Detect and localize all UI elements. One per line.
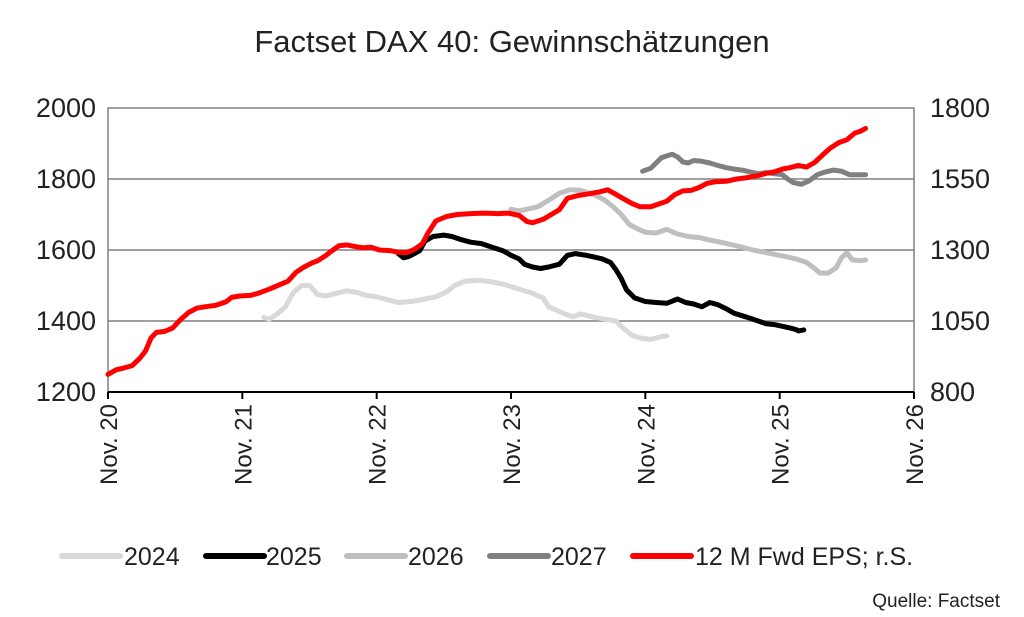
series-line-0 <box>261 277 670 342</box>
series-line-2 <box>508 187 869 276</box>
x-tick-label: Nov. 21 <box>230 404 257 485</box>
y-right-tick-label: 1300 <box>930 235 990 265</box>
y-left-tick-label: 1600 <box>36 235 96 265</box>
legend-label-2: 2026 <box>408 543 464 571</box>
y-right-tick-label: 1800 <box>930 93 990 123</box>
series-group <box>105 125 869 377</box>
x-tick-label: Nov. 20 <box>96 404 123 485</box>
y-right-tick-label: 800 <box>930 377 975 407</box>
source-note: Quelle: Factset <box>872 591 1000 612</box>
x-tick-label: Nov. 22 <box>365 404 392 485</box>
y-right-tick-label: 1050 <box>930 306 990 336</box>
series-line-1 <box>395 232 807 334</box>
y-left-tick-label: 1400 <box>36 306 96 336</box>
axes: 200018001600140012001800155013001050800N… <box>36 93 990 485</box>
y-left-tick-label: 1800 <box>36 164 96 194</box>
y-left-tick-label: 2000 <box>36 93 96 123</box>
y-right-tick-label: 1550 <box>930 164 990 194</box>
x-tick-label: Nov. 24 <box>633 404 660 485</box>
chart-title: Factset DAX 40: Gewinnschätzungen <box>254 24 769 59</box>
x-tick-label: Nov. 25 <box>768 404 795 485</box>
x-tick-label: Nov. 26 <box>902 404 929 485</box>
gridlines <box>108 178 914 322</box>
y-left-tick-label: 1200 <box>36 377 96 407</box>
legend-label-4: 12 M Fwd EPS; r.S. <box>695 543 913 571</box>
series-line-4 <box>105 125 869 377</box>
legend-label-0: 2024 <box>124 543 180 571</box>
series-line-3 <box>640 151 869 187</box>
x-tick-label: Nov. 23 <box>499 404 526 485</box>
legend-label-3: 2027 <box>551 543 607 571</box>
legend-label-1: 2025 <box>266 543 322 571</box>
legend: 2024 2025 2026 2027 12 M Fwd EPS; r.S. <box>59 543 913 571</box>
